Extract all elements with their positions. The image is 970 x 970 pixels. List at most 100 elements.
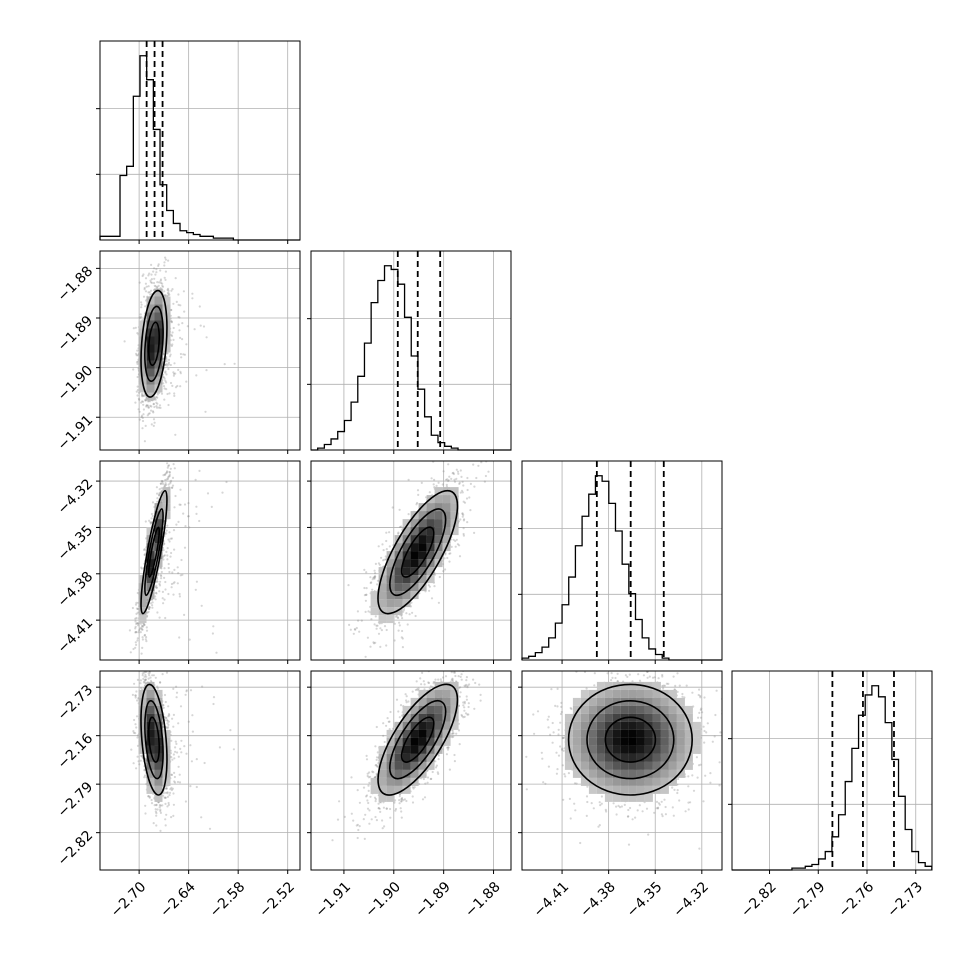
scatter-point bbox=[138, 316, 141, 319]
scatter-point bbox=[153, 277, 156, 280]
scatter-point bbox=[172, 326, 175, 330]
scatter-point bbox=[167, 592, 170, 596]
scatter-point bbox=[132, 667, 134, 669]
scatter-point bbox=[420, 481, 423, 484]
scatter-point bbox=[163, 554, 166, 557]
scatter-point bbox=[162, 549, 165, 552]
scatter-point bbox=[151, 601, 154, 604]
scatter-point bbox=[167, 483, 170, 486]
scatter-point bbox=[136, 661, 138, 663]
scatter-point bbox=[195, 505, 198, 508]
scatter-point bbox=[167, 363, 170, 366]
scatter-point bbox=[160, 392, 164, 395]
density-cell bbox=[154, 368, 163, 377]
scatter-point bbox=[160, 479, 163, 483]
scatter-point bbox=[141, 400, 145, 403]
scatter-point bbox=[158, 491, 161, 494]
scatter-point bbox=[457, 472, 460, 475]
scatter-point bbox=[165, 478, 168, 481]
scatter-point bbox=[179, 385, 182, 388]
scatter-point bbox=[442, 470, 445, 473]
density-cell bbox=[146, 336, 155, 345]
scatter-point bbox=[140, 566, 143, 569]
scatter-point bbox=[161, 590, 164, 594]
panel-frame bbox=[521, 460, 723, 661]
scatter-point bbox=[173, 454, 175, 456]
scatter-point bbox=[445, 483, 448, 486]
scatter-point bbox=[164, 616, 167, 620]
scatter-point bbox=[141, 392, 144, 395]
panel-grid bbox=[728, 671, 932, 874]
scatter-point bbox=[141, 628, 144, 631]
scatter-point bbox=[164, 363, 167, 366]
scatter-point bbox=[383, 625, 387, 628]
scatter-point bbox=[168, 355, 172, 358]
scatter-point bbox=[164, 278, 167, 281]
scatter-point bbox=[182, 512, 185, 515]
scatter-point bbox=[393, 622, 396, 625]
density-cell bbox=[146, 344, 155, 353]
scatter-point bbox=[136, 375, 139, 379]
scatter-point bbox=[400, 525, 403, 528]
scatter-point bbox=[166, 364, 169, 367]
scatter-point bbox=[151, 604, 154, 607]
scatter-point bbox=[143, 553, 146, 557]
panel-grid bbox=[307, 251, 511, 454]
scatter-points-group bbox=[128, 454, 228, 669]
scatter-point bbox=[154, 595, 157, 598]
scatter-point bbox=[163, 276, 166, 279]
scatter-point bbox=[448, 560, 451, 563]
scatter-point bbox=[155, 405, 158, 408]
density-cell bbox=[138, 320, 147, 329]
scatter-point bbox=[170, 344, 173, 348]
scatter-point bbox=[416, 501, 419, 505]
scatter-point bbox=[156, 580, 159, 583]
scatter-point bbox=[206, 492, 210, 495]
scatter-point bbox=[167, 562, 170, 566]
panel-grid bbox=[518, 461, 722, 664]
scatter-point bbox=[152, 411, 155, 414]
scatter-point bbox=[459, 518, 462, 521]
scatter-point bbox=[167, 294, 170, 297]
scatter-point bbox=[154, 273, 157, 276]
scatter-point bbox=[150, 263, 153, 266]
scatter-point bbox=[152, 402, 155, 405]
scatter-point bbox=[160, 487, 163, 490]
scatter-point bbox=[158, 566, 161, 569]
scatter-point bbox=[143, 288, 146, 291]
scatter-point bbox=[212, 625, 215, 628]
scatter-point bbox=[450, 545, 453, 549]
scatter-point bbox=[401, 646, 404, 649]
scatter-point bbox=[385, 628, 388, 632]
scatter-point bbox=[198, 469, 201, 472]
panel-frame bbox=[99, 460, 301, 661]
scatter-point bbox=[447, 479, 450, 482]
scatter-point bbox=[162, 474, 165, 477]
scatter-point bbox=[158, 616, 161, 619]
scatter-point bbox=[179, 336, 182, 339]
scatter-point bbox=[135, 361, 139, 364]
scatter-point bbox=[410, 601, 413, 604]
scatter-point bbox=[145, 626, 148, 629]
scatter-point bbox=[138, 418, 141, 421]
scatter-point bbox=[164, 473, 167, 476]
scatter-point bbox=[162, 357, 165, 360]
scatter-point bbox=[167, 292, 170, 295]
scatter-point bbox=[210, 505, 213, 508]
scatter-point bbox=[172, 593, 175, 596]
scatter-point bbox=[175, 523, 178, 526]
density-contour bbox=[144, 508, 164, 597]
scatter-point bbox=[136, 661, 138, 663]
scatter-point bbox=[139, 631, 142, 634]
scatter-point bbox=[164, 293, 167, 297]
scatter-point bbox=[461, 515, 464, 518]
scatter-point bbox=[159, 580, 162, 583]
scatter-point bbox=[454, 545, 457, 548]
scatter-point bbox=[147, 412, 150, 415]
scatter-point bbox=[156, 406, 159, 409]
scatter-point bbox=[152, 270, 155, 273]
scatter-point bbox=[181, 573, 184, 576]
scatter-point bbox=[150, 405, 153, 408]
scatter-point bbox=[146, 404, 150, 407]
scatter-point bbox=[151, 410, 155, 413]
